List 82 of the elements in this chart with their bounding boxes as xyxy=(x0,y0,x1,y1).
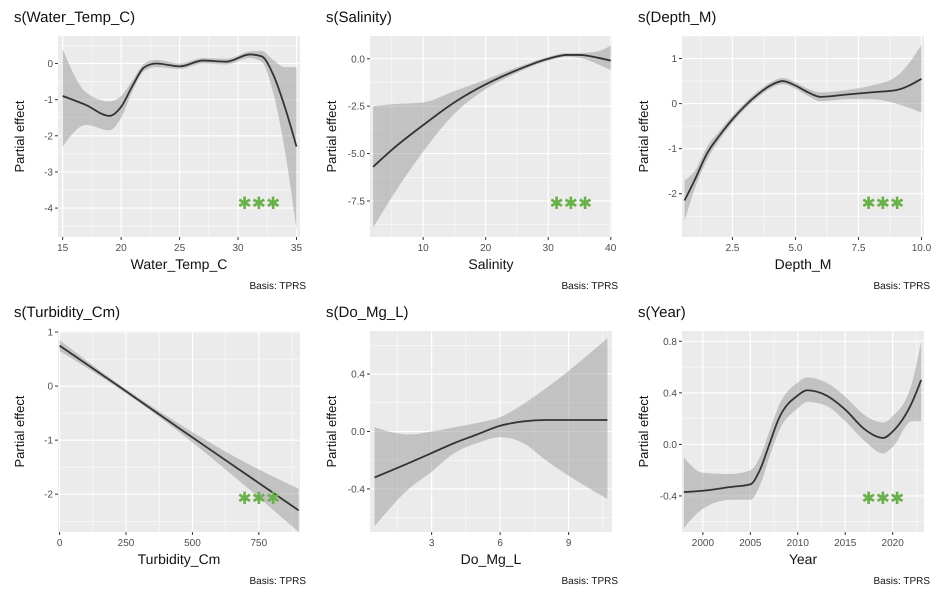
y-tick-label: -4 xyxy=(44,204,54,215)
chart-title: s(Turbidity_Cm) xyxy=(14,304,120,321)
x-tick-label: 2.5 xyxy=(725,243,740,254)
x-tick-label: 6 xyxy=(497,538,504,549)
x-tick-label: 750 xyxy=(250,538,268,549)
x-tick-label: 2000 xyxy=(692,538,714,549)
line-series xyxy=(374,419,608,478)
x-tick-label: 30 xyxy=(232,243,244,254)
y-tick-label: 0 xyxy=(47,382,54,393)
y-tick-label: -2 xyxy=(44,131,54,142)
y-tick-label: 0.4 xyxy=(351,370,366,381)
y-tick-label: 0.0 xyxy=(663,440,678,451)
x-axis-title: Water_Temp_C xyxy=(130,256,228,272)
x-tick-label: 500 xyxy=(184,538,202,549)
y-tick-label: 1 xyxy=(47,328,54,339)
x-tick-label: 15 xyxy=(57,243,69,254)
x-tick-label: 7.5 xyxy=(852,243,866,254)
y-tick-label: 0 xyxy=(47,58,54,70)
y-axis-title: Partial effect xyxy=(12,395,27,468)
text: Basis: TPRS xyxy=(562,576,618,587)
x-tick-label: 2005 xyxy=(739,538,762,549)
y-tick-label: 0.0 xyxy=(351,54,366,66)
y-tick-label: 0.8 xyxy=(663,336,678,348)
text: Basis: TPRS xyxy=(874,576,930,587)
x-axis-title: Salinity xyxy=(468,256,514,272)
y-tick-label: -3 xyxy=(44,167,54,178)
line-series xyxy=(62,54,298,148)
x-tick-label: 250 xyxy=(118,538,135,549)
y-tick-label: -1 xyxy=(44,95,54,106)
x-tick-label: 25 xyxy=(174,243,186,254)
annotation: ✱✱✱ xyxy=(861,488,904,508)
x-tick-label: 2010 xyxy=(786,538,810,549)
y-axis-title: Partial effect xyxy=(324,395,339,468)
text: Basis: TPRS xyxy=(562,281,618,292)
y-axis-title: Partial effect xyxy=(636,100,651,173)
x-axis-title: Turbidity_Cm xyxy=(138,551,220,567)
x-tick-label: 9 xyxy=(566,538,572,549)
y-tick-label: -7.5 xyxy=(348,196,366,208)
annotation: ✱✱✱ xyxy=(861,194,904,213)
y-tick-label: 0.4 xyxy=(663,388,678,400)
x-tick-label: 35 xyxy=(290,243,302,254)
chart-title: s(Salinity) xyxy=(326,9,392,26)
y-tick-label: 0.0 xyxy=(351,427,366,438)
y-tick-label: -0.4 xyxy=(348,484,366,496)
chart-title: s(Depth_M) xyxy=(638,9,716,26)
y-axis-title: Partial effect xyxy=(324,100,339,173)
x-axis-title: Depth_M xyxy=(774,256,832,272)
x-tick-label: 30 xyxy=(542,243,554,254)
chart-title: s(Do_Mg_L) xyxy=(326,304,409,321)
x-tick-label: 3 xyxy=(428,538,435,549)
line-series xyxy=(683,379,922,493)
annotation: ✱✱✱ xyxy=(237,488,280,508)
y-tick-label: -2.5 xyxy=(348,102,366,113)
x-tick-label: 10 xyxy=(418,243,430,254)
y-tick-label: 1 xyxy=(671,54,678,66)
y-tick-label: -0.4 xyxy=(660,491,678,502)
x-tick-label: 0 xyxy=(56,538,63,549)
chart-title: s(Year) xyxy=(638,304,686,321)
x-axis-title: Do_Mg_L xyxy=(460,551,522,567)
y-tick-label: -5.0 xyxy=(348,149,366,160)
annotation: ✱✱✱ xyxy=(237,194,280,213)
line-series xyxy=(372,54,612,168)
chart-title: s(Water_Temp_C) xyxy=(14,9,136,26)
text: Basis: TPRS xyxy=(250,281,306,292)
y-tick-label: -1 xyxy=(668,144,678,156)
y-tick-label: -2 xyxy=(668,189,678,200)
x-tick-label: 10.0 xyxy=(912,243,932,254)
y-tick-label: -2 xyxy=(44,490,54,501)
x-tick-label: 20 xyxy=(480,243,492,254)
x-tick-label: 5.0 xyxy=(788,243,803,254)
x-tick-label: 40 xyxy=(605,243,617,254)
x-tick-label: 2020 xyxy=(882,538,904,549)
x-axis-title: Year xyxy=(788,551,818,567)
y-tick-label: -1 xyxy=(44,436,54,447)
annotation: ✱✱✱ xyxy=(549,194,592,213)
y-tick-label: 0 xyxy=(671,99,678,110)
y-axis-title: Partial effect xyxy=(636,395,651,468)
x-tick-label: 2015 xyxy=(834,538,857,549)
y-axis-title: Partial effect xyxy=(12,100,27,173)
text: Basis: TPRS xyxy=(250,576,306,587)
text: Basis: TPRS xyxy=(874,281,930,292)
x-tick-label: 20 xyxy=(116,243,128,254)
